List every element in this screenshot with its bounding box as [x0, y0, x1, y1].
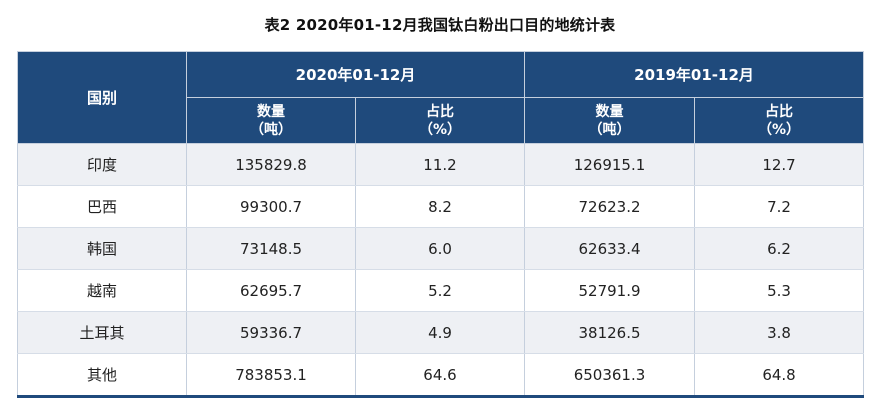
country-cell: 印度 — [17, 143, 187, 186]
share-2020-cell: 5.2 — [354, 269, 526, 312]
table-row: 韩国 73148.5 6.0 62633.4 6.2 — [17, 227, 865, 270]
table-row: 印度 135829.8 11.2 126915.1 12.7 — [17, 143, 865, 186]
country-cell: 其他 — [17, 353, 187, 398]
share-2020-cell: 11.2 — [354, 143, 526, 186]
country-cell: 越南 — [17, 269, 187, 312]
table-caption: 表2 2020年01-12月我国钛白粉出口目的地统计表 — [264, 16, 616, 34]
share-2019-cell: 6.2 — [694, 227, 865, 270]
share-unit: （%） — [418, 121, 462, 138]
share-2019-cell: 64.8 — [694, 353, 865, 398]
share-2019-cell: 3.8 — [694, 311, 865, 354]
qty-unit: （吨） — [588, 121, 631, 138]
share-2020-cell: 4.9 — [354, 311, 526, 354]
share-2019-cell: 12.7 — [694, 143, 865, 186]
qty-label: 数量 — [595, 103, 624, 120]
share-2019-header: 占比 （%） — [694, 97, 865, 144]
share-2020-cell: 64.6 — [354, 353, 526, 398]
share-label: 占比 — [426, 103, 454, 120]
period-2020-header: 2020年01-12月 — [185, 51, 526, 98]
share-2019-cell: 7.2 — [694, 185, 865, 228]
qty-2019-cell: 38126.5 — [524, 311, 696, 354]
share-2020-cell: 8.2 — [354, 185, 526, 228]
qty-2020-cell: 73148.5 — [186, 227, 356, 270]
qty-2019-cell: 126915.1 — [524, 143, 696, 186]
share-2019-cell: 5.3 — [694, 269, 865, 312]
table-row: 越南 62695.7 5.2 52791.9 5.3 — [17, 269, 865, 312]
period-2019-header: 2019年01-12月 — [524, 51, 865, 98]
qty-2019-header: 数量 （吨） — [524, 97, 696, 144]
share-2020-header: 占比 （%） — [354, 97, 526, 144]
qty-2019-cell: 52791.9 — [524, 269, 696, 312]
qty-2020-cell: 783853.1 — [186, 353, 356, 398]
qty-2019-cell: 72623.2 — [524, 185, 696, 228]
table-row: 土耳其 59336.7 4.9 38126.5 3.8 — [17, 311, 865, 354]
qty-2020-header: 数量 （吨） — [186, 97, 356, 144]
share-unit: （%） — [758, 121, 801, 138]
qty-2020-cell: 59336.7 — [186, 311, 356, 354]
qty-2020-cell: 62695.7 — [186, 269, 356, 312]
table-row: 巴西 99300.7 8.2 72623.2 7.2 — [17, 185, 865, 228]
export-destination-table: 国别 2020年01-12月 2019年01-12月 数量 （吨） 占比 （%）… — [17, 51, 865, 398]
share-label: 占比 — [765, 103, 794, 120]
qty-2020-cell: 135829.8 — [186, 143, 356, 186]
qty-2019-cell: 650361.3 — [524, 353, 696, 398]
qty-label: 数量 — [257, 103, 285, 120]
qty-2020-cell: 99300.7 — [186, 185, 356, 228]
country-cell: 巴西 — [17, 185, 187, 228]
qty-unit: （吨） — [250, 121, 292, 138]
country-cell: 韩国 — [17, 227, 187, 270]
country-cell: 土耳其 — [17, 311, 187, 354]
table-row: 其他 783853.1 64.6 650361.3 64.8 — [17, 353, 865, 398]
qty-2019-cell: 62633.4 — [524, 227, 696, 270]
country-column-header: 国别 — [17, 51, 187, 144]
share-2020-cell: 6.0 — [354, 227, 526, 270]
